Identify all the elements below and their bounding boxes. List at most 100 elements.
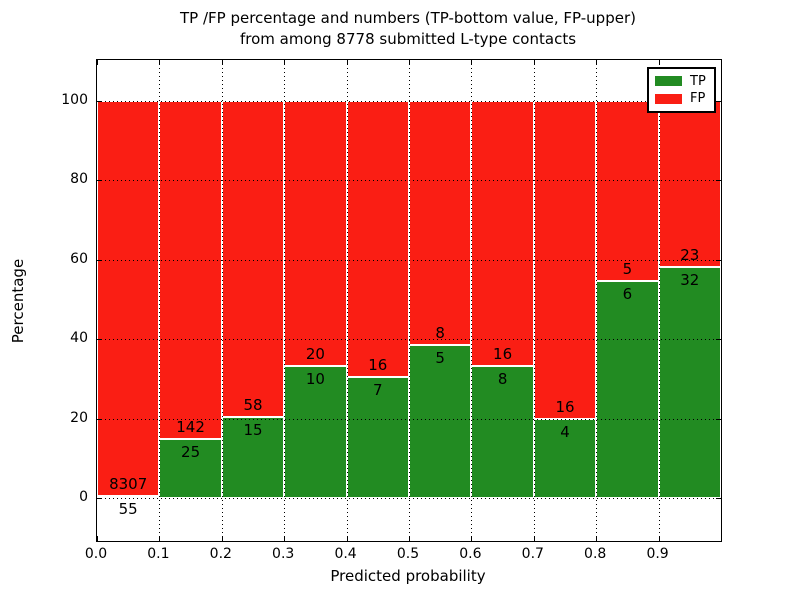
bar-segment-tp [97, 495, 160, 499]
fp-count-label: 16 [368, 356, 388, 375]
bar-segment-tp [284, 365, 347, 499]
x-tick-bottom [159, 536, 161, 541]
x-tick-label: 0.4 [334, 546, 357, 562]
plot-area: TP FP 8307 55 142 25 58 15 20 10 16 7 8 5 16 8 16 4 5 6 23… [96, 59, 722, 542]
x-tick-top [596, 60, 598, 65]
x-tick-top [658, 60, 660, 65]
tp-swatch-icon [655, 76, 682, 87]
x-tick-label: 0.8 [584, 546, 607, 562]
bar-segment-tp [409, 345, 472, 499]
bar-segment-fp [471, 100, 534, 366]
x-axis-label: Predicted probability [330, 567, 486, 585]
bar-segment-tp [596, 281, 659, 499]
y-tick-right [716, 259, 721, 261]
legend-label-tp: TP [690, 73, 706, 89]
chart-title-line1: TP /FP percentage and numbers (TP-bottom… [180, 9, 636, 27]
bar-segment-fp [284, 100, 347, 366]
tp-count-label: 15 [243, 420, 263, 439]
fp-count-label: 58 [243, 395, 263, 414]
legend-entry-tp: TP [655, 74, 708, 89]
fp-count-label: 8 [435, 324, 445, 343]
x-gridline [346, 60, 348, 541]
y-tick-label: 80 [70, 171, 88, 188]
x-tick-top [409, 60, 410, 65]
x-tick-bottom [409, 536, 410, 541]
legend-entry-fp: FP [655, 91, 708, 106]
bar-segment-fp [346, 100, 409, 378]
bar-segment-tp [533, 418, 597, 499]
x-tick-top [159, 60, 161, 65]
bar-segment-fp [658, 100, 721, 267]
x-tick-label: 0.5 [396, 546, 420, 562]
tp-count-label: 5 [435, 349, 445, 368]
y-tick-right [716, 418, 721, 420]
y-tick-left [97, 259, 102, 261]
x-tick-top [97, 60, 98, 65]
y-tick-left [97, 418, 102, 420]
x-tick-bottom [97, 536, 98, 541]
x-tick-top [471, 60, 473, 65]
bar-segment-tp [346, 377, 409, 499]
bar-segment-fp [221, 100, 285, 417]
x-tick-bottom [471, 536, 473, 541]
chart-title-line2: from among 8778 submitted L-type contact… [239, 30, 577, 48]
x-gridline [221, 60, 223, 541]
y-tick-right [716, 180, 721, 182]
legend: TP FP [647, 67, 716, 113]
x-gridline [471, 60, 473, 541]
y-tick-label: 20 [70, 409, 88, 426]
x-tick-bottom [533, 536, 535, 541]
x-tick-bottom [284, 536, 286, 541]
tp-count-label: 7 [373, 381, 383, 400]
bar-segment-tp [159, 438, 222, 499]
fp-count-label: 16 [555, 397, 575, 416]
y-tick-right [716, 339, 721, 341]
y-tick-left [97, 100, 102, 102]
x-tick-top [284, 60, 286, 65]
tp-count-label: 32 [680, 270, 700, 289]
bar-segment-fp [409, 100, 472, 346]
x-tick-label: 0.2 [209, 546, 232, 562]
fp-swatch-icon [655, 93, 682, 104]
bar-segment-fp [596, 100, 659, 282]
y-tick-left [97, 339, 102, 341]
y-tick-label: 40 [70, 330, 88, 347]
x-tick-label: 0.0 [84, 546, 108, 562]
y-tick-left [97, 180, 102, 182]
y-tick-right [716, 498, 721, 500]
x-tick-label: 0.9 [646, 546, 669, 562]
tp-count-label: 4 [560, 422, 570, 441]
x-gridline [596, 60, 598, 541]
fp-count-label: 5 [622, 260, 633, 279]
legend-label-fp: FP [690, 91, 706, 107]
x-tick-top [346, 60, 348, 65]
x-gridline [284, 60, 286, 541]
bar-segment-fp [533, 100, 597, 419]
bar-segment-fp [97, 100, 160, 496]
x-gridline [159, 60, 161, 541]
fp-count-label: 20 [305, 344, 325, 363]
y-tick-left [97, 498, 102, 500]
x-tick-bottom [346, 536, 348, 541]
y-tick-label: 60 [70, 250, 88, 267]
tp-count-label: 10 [305, 369, 325, 388]
fp-count-label: 23 [680, 245, 700, 264]
y-tick-label: 0 [79, 489, 88, 506]
fp-count-label: 142 [176, 417, 205, 436]
bar-segment-fp [159, 100, 222, 439]
x-tick-bottom [221, 536, 223, 541]
tp-count-label: 55 [118, 499, 138, 518]
x-tick-label: 0.3 [272, 546, 295, 562]
x-tick-label: 0.6 [459, 546, 482, 562]
tp-count-label: 8 [497, 369, 508, 388]
fp-count-label: 8307 [109, 474, 148, 493]
x-tick-top [221, 60, 223, 65]
bar-segment-tp [658, 266, 721, 499]
x-tick-bottom [658, 536, 660, 541]
y-tick-right [716, 100, 721, 102]
x-tick-label: 0.1 [147, 546, 170, 562]
y-axis-label: Percentage [9, 258, 27, 344]
x-tick-label: 0.7 [521, 546, 544, 562]
tp-count-label: 6 [622, 285, 633, 304]
